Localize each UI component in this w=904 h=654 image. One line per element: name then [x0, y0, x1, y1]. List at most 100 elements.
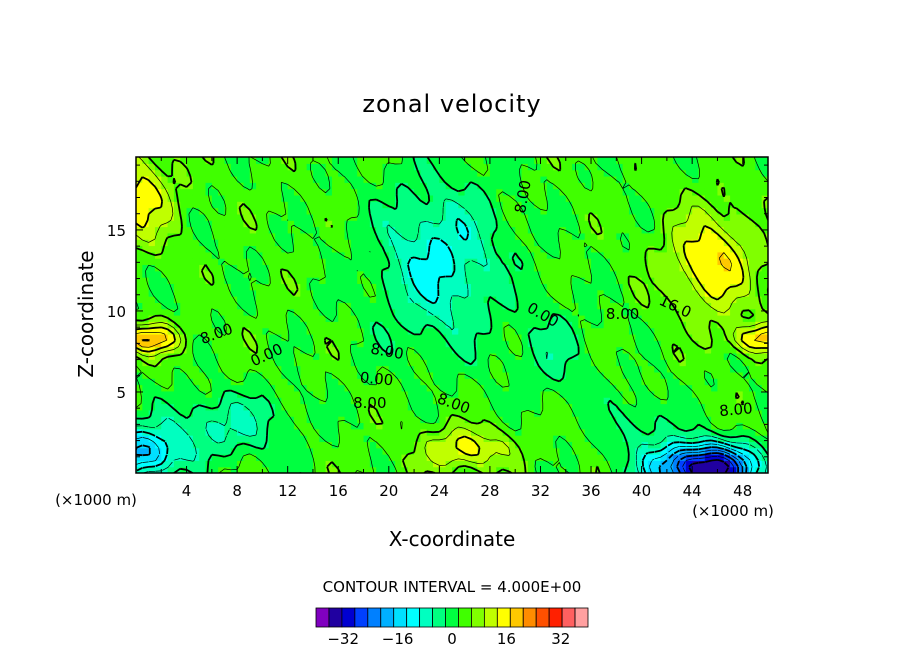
contour-cell [755, 308, 763, 316]
contour-cell [464, 163, 472, 171]
contour-cell [230, 163, 238, 171]
contour-cell [685, 251, 693, 259]
contour-cell [458, 378, 466, 386]
contour-cell [736, 194, 744, 202]
contour-cell [502, 251, 510, 259]
contour-cell [717, 365, 725, 373]
contour-cell [414, 447, 421, 455]
contour-cell [496, 397, 504, 405]
contour-cell [723, 416, 731, 424]
contour-cell [515, 378, 523, 386]
contour-cell [376, 270, 384, 278]
contour-cell [458, 175, 466, 183]
contour-cell [249, 428, 257, 436]
contour-cell [249, 403, 257, 411]
contour-cell [445, 333, 453, 341]
contour-cell [704, 163, 712, 171]
contour-cell [730, 207, 737, 215]
contour-cell [711, 460, 719, 468]
contour-cell [256, 201, 263, 209]
contour-cell [654, 220, 662, 228]
contour-cell [736, 182, 744, 190]
contour-cell [249, 182, 257, 190]
contour-cell [287, 245, 295, 253]
contour-cell [654, 213, 662, 221]
contour-cell [331, 157, 339, 164]
contour-cell [294, 378, 301, 386]
contour-cell [749, 441, 756, 449]
contour-cell [755, 428, 763, 436]
contour-cell [325, 169, 333, 177]
contour-cell [628, 302, 636, 310]
contour-cell [711, 371, 719, 379]
contour-cell [723, 359, 731, 367]
contour-cell [584, 435, 592, 442]
contour-cell [534, 296, 542, 303]
contour-cell [312, 352, 320, 360]
contour-cell [508, 321, 516, 329]
contour-cell [508, 397, 516, 405]
contour-cell [698, 460, 706, 468]
contour-cell [218, 384, 226, 392]
contour-cell [483, 422, 491, 430]
contour-cell [148, 460, 156, 468]
contour-cell [439, 258, 447, 266]
contour-cell [439, 390, 447, 398]
contour-cell [294, 416, 301, 424]
contour-cell [502, 460, 510, 468]
contour-cell [477, 308, 485, 316]
contour-cell [559, 289, 567, 297]
contour-cell [654, 308, 662, 316]
contour-cell [407, 169, 415, 177]
contour-cell [382, 397, 390, 405]
contour-cell [148, 435, 156, 442]
contour-cell [546, 264, 554, 272]
contour-cell [736, 390, 744, 398]
contour-cell [275, 454, 282, 461]
contour-cell [262, 321, 270, 329]
contour-cell [622, 213, 630, 221]
contour-cell [173, 409, 181, 417]
contour-cell [546, 289, 554, 297]
contour-cell [275, 302, 282, 310]
contour-cell [603, 384, 611, 392]
contour-cell [508, 378, 516, 386]
contour-cell [369, 390, 377, 398]
contour-cell [319, 201, 327, 209]
contour-cell [439, 447, 447, 455]
contour-cell [584, 296, 592, 303]
contour-cell [553, 315, 561, 322]
contour-cell [230, 220, 238, 228]
contour-cell [186, 315, 194, 322]
contour-cell [749, 157, 756, 164]
contour-cell [312, 245, 320, 253]
contour-cell [489, 397, 497, 405]
contour-cell [287, 435, 295, 442]
contour-cell [685, 454, 693, 461]
contour-cell [199, 321, 207, 329]
contour-cell [167, 302, 175, 310]
contour-cell [553, 201, 561, 209]
contour-cell [382, 194, 390, 202]
contour-cell [584, 466, 592, 473]
contour-cell [723, 277, 731, 284]
contour-cell [603, 296, 611, 303]
contour-cell [635, 194, 643, 202]
contour-cell [433, 308, 440, 316]
contour-cell [180, 169, 188, 177]
contour-cell [742, 163, 750, 171]
contour-cell [749, 182, 756, 190]
contour-cell [350, 289, 358, 297]
contour-cell [388, 188, 396, 196]
contour-cell [192, 397, 200, 405]
contour-cell [262, 226, 270, 234]
contour-cell [730, 182, 737, 190]
contour-cell [192, 258, 200, 266]
contour-cell [616, 251, 624, 259]
contour-cell [584, 163, 592, 171]
contour-cell [243, 308, 251, 316]
contour-cell [666, 397, 674, 405]
contour-cell [736, 422, 744, 430]
contour-cell [591, 435, 598, 442]
contour-cell [148, 359, 156, 367]
